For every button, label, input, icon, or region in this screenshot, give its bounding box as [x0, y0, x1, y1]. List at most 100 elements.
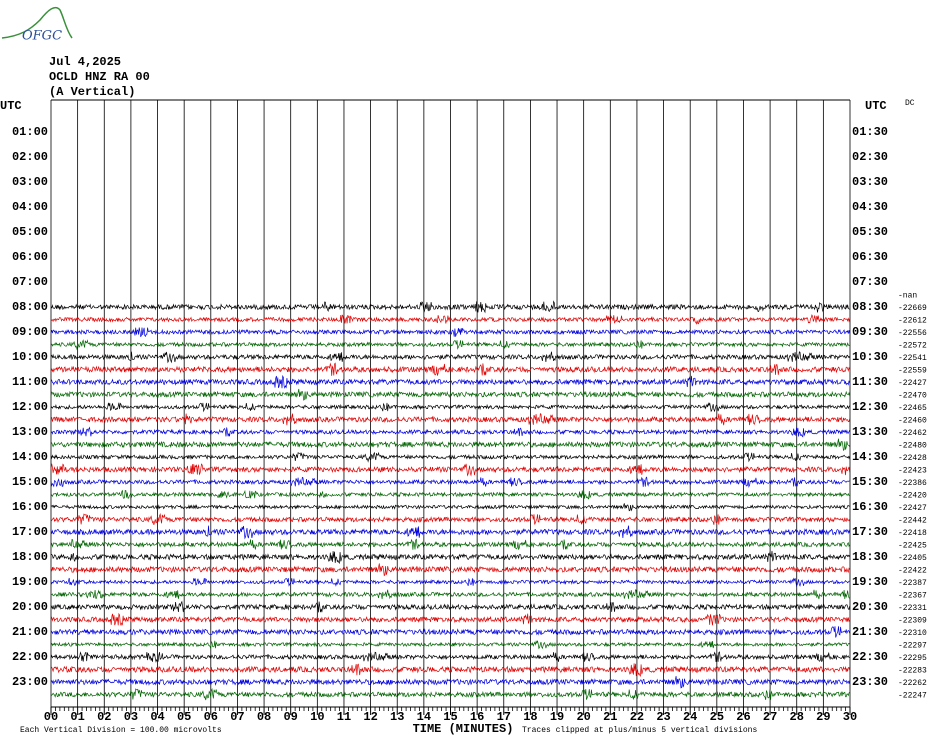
left-time-label: 14:00	[12, 450, 48, 464]
trace	[50, 525, 851, 540]
trace	[50, 438, 851, 451]
left-time-label: 08:00	[12, 300, 48, 314]
left-time-label: 16:00	[12, 500, 48, 514]
x-tick-label: 25	[710, 710, 724, 724]
clip-note: Traces clipped at plus/minus 5 vertical …	[522, 726, 757, 735]
date: Jul 4,2025	[49, 55, 121, 69]
dc-offset: -22428	[898, 454, 927, 463]
x-tick-label: 06	[204, 710, 218, 724]
x-tick-label: 09	[283, 710, 297, 724]
left-time-label: 20:00	[12, 600, 48, 614]
dc-offset: -22423	[898, 467, 927, 476]
trace	[50, 489, 850, 500]
trace	[50, 339, 850, 351]
x-tick-label: 08	[257, 710, 271, 724]
dc-offset: -22462	[898, 429, 927, 438]
x-tick-label: 26	[736, 710, 750, 724]
dc-offset: -22331	[898, 604, 927, 613]
dc-offset: -22295	[898, 654, 927, 663]
dc-offset: -22572	[898, 342, 927, 351]
dc-offset: -22405	[898, 554, 927, 563]
logo: OFGC	[1, 6, 73, 44]
right-time-label: 09:30	[852, 325, 888, 339]
left-time-label: 19:00	[12, 575, 48, 589]
x-tick-label: 20	[576, 710, 590, 724]
right-time-label: 16:30	[852, 500, 888, 514]
right-time-label: 20:30	[852, 600, 888, 614]
right-time-label: 03:30	[852, 175, 888, 189]
right-time-label: 17:30	[852, 525, 888, 539]
right-time-label: 22:30	[852, 650, 888, 664]
left-time-label: 06:00	[12, 250, 48, 264]
dc-offset: -22669	[898, 304, 927, 313]
left-time-label: 23:00	[12, 675, 48, 689]
scale-note: Each Vertical Division = 100.00 microvol…	[20, 726, 222, 735]
x-tick-label: 01	[70, 710, 84, 724]
dc-offset: -22480	[898, 442, 927, 451]
dc-offset: -22420	[898, 492, 927, 501]
trace	[50, 503, 850, 512]
dc-offset: -nan	[898, 292, 917, 301]
logo-text: OFGC	[22, 29, 62, 44]
x-tick-label: 17	[497, 710, 511, 724]
component: (A Vertical)	[49, 85, 135, 99]
x-axis-title: TIME (MINUTES)	[413, 722, 514, 736]
trace	[50, 676, 851, 689]
trace	[50, 327, 851, 338]
dc-offset: -22418	[898, 529, 927, 538]
right-time-label: 06:30	[852, 250, 888, 264]
right-time-label: 23:30	[852, 675, 888, 689]
trace	[50, 663, 851, 678]
x-tick-label: 29	[816, 710, 830, 724]
trace	[50, 300, 850, 314]
x-tick-label: 22	[630, 710, 644, 724]
trace	[50, 589, 850, 600]
trace	[50, 314, 851, 325]
trace	[50, 388, 851, 401]
left-time-label: 11:00	[12, 375, 48, 389]
dc-offset: -22556	[898, 329, 927, 338]
x-tick-label: 04	[150, 710, 164, 724]
left-time-label: 13:00	[12, 425, 48, 439]
dc-offset: -22442	[898, 517, 927, 526]
dc-offset: -22425	[898, 542, 927, 551]
right-time-label: 21:30	[852, 625, 888, 639]
right-time-label: 02:30	[852, 150, 888, 164]
x-tick-label: 27	[763, 710, 777, 724]
dc-offset: -22262	[898, 679, 927, 688]
x-tick-label: 21	[603, 710, 617, 724]
trace	[50, 476, 850, 488]
left-time-label: 01:00	[12, 125, 48, 139]
dc-title: DC	[905, 99, 915, 108]
left-time-label: 18:00	[12, 550, 48, 564]
dc-offset: -22422	[898, 567, 927, 576]
trace	[50, 513, 851, 525]
trace	[50, 351, 851, 364]
right-time-label: 15:30	[852, 475, 888, 489]
x-tick-label: 19	[550, 710, 564, 724]
left-time-label: 15:00	[12, 475, 48, 489]
trace	[50, 538, 851, 550]
x-tick-label: 23	[656, 710, 670, 724]
trace	[50, 687, 850, 701]
trace	[50, 626, 851, 638]
x-tick-label: 10	[310, 710, 324, 724]
left-time-label: 09:00	[12, 325, 48, 339]
dc-offset: -22427	[898, 379, 927, 388]
left-axis-title: UTC	[0, 99, 22, 113]
trace	[50, 577, 850, 587]
right-time-label: 05:30	[852, 225, 888, 239]
left-time-label: 03:00	[12, 175, 48, 189]
right-time-label: 01:30	[852, 125, 888, 139]
dc-offset: -22387	[898, 579, 927, 588]
station: OCLD HNZ RA 00	[49, 70, 150, 84]
right-time-label: 10:30	[852, 350, 888, 364]
x-tick-label: 24	[683, 710, 697, 724]
x-tick-label: 14	[417, 710, 431, 724]
left-time-label: 07:00	[12, 275, 48, 289]
right-axis-title: UTC	[865, 99, 887, 113]
dc-offset: -22297	[898, 642, 927, 651]
left-time-label: 22:00	[12, 650, 48, 664]
